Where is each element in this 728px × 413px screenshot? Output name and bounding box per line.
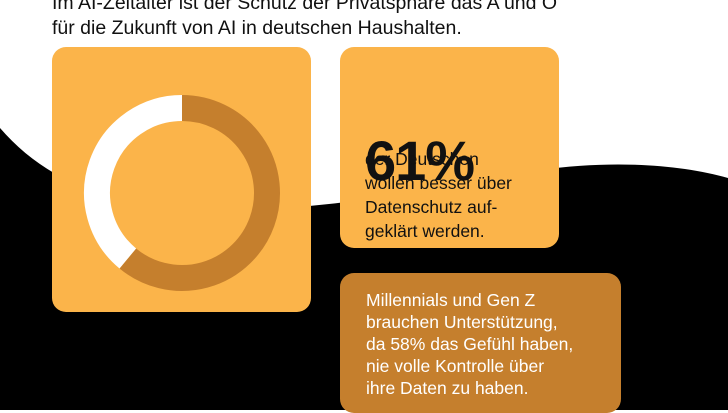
note-text: Millennials und Gen Z brauchen Unterstüt… [366,289,573,399]
donut-chart-card [52,47,311,312]
stat-line: Datenschutz auf- [365,197,498,217]
note-card [340,273,621,413]
note-line: nie volle Kontrolle über [366,356,545,376]
stat-description: der Deutschen wollen besser über Datensc… [365,147,512,243]
stat-card: 61% [340,47,559,248]
intro-text: Im AI-Zeitalter ist der Schutz der Priva… [52,0,557,41]
stat-line: wollen besser über [365,173,512,193]
note-line: brauchen Unterstützung, [366,312,558,332]
note-line: da 58% das Gefühl haben, [366,334,574,354]
note-line: ihre Daten zu haben. [366,378,529,398]
donut-slice-remainder [84,95,183,269]
intro-line: für die Zukunft von AI in deutschen Haus… [52,17,462,39]
note-line: Millennials und Gen Z [366,290,536,310]
intro-line: Im AI-Zeitalter ist der Schutz der Priva… [52,0,558,14]
donut-chart [84,95,280,291]
stat-line: der Deutschen [365,149,479,169]
stat-value: 61% [365,129,475,192]
stat-line: geklärt werden. [365,221,485,241]
donut-slice-primary [119,95,280,291]
